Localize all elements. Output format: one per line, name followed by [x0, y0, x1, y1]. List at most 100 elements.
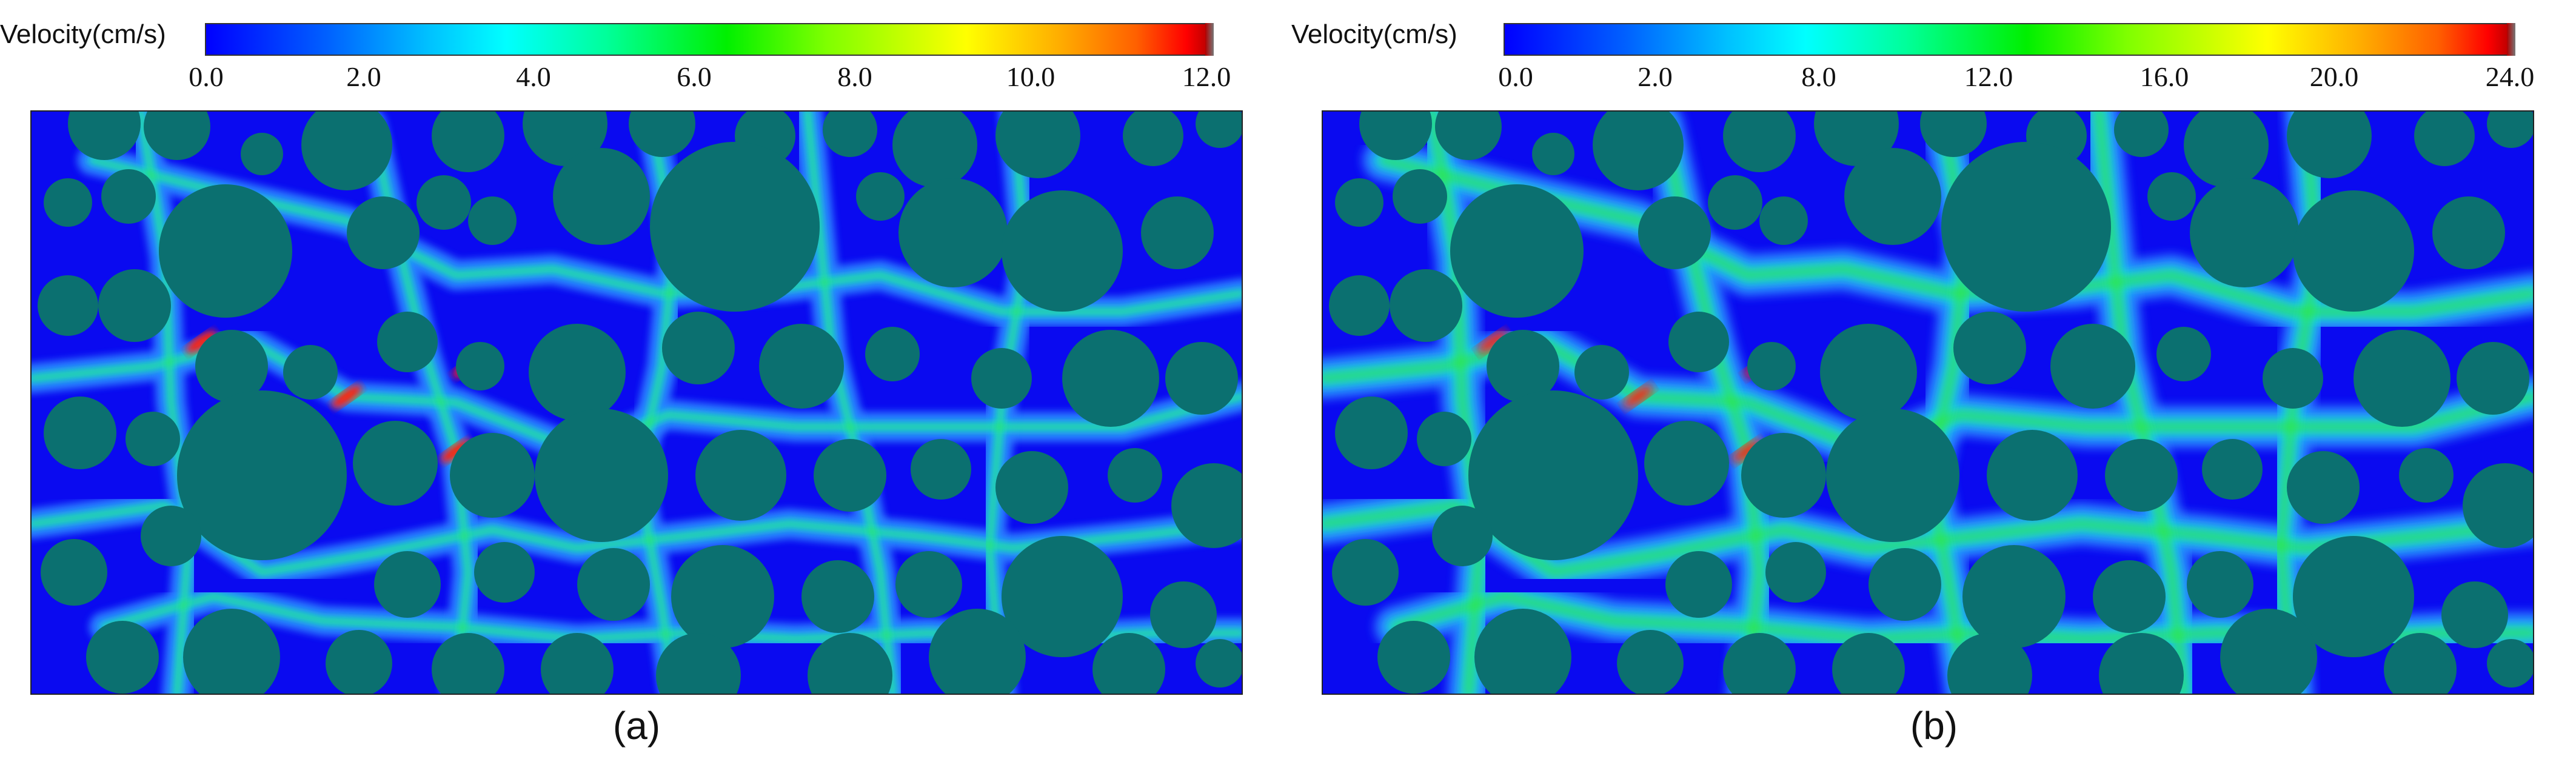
grain: [68, 112, 141, 160]
grain: [450, 433, 535, 518]
grain: [1468, 390, 1638, 560]
grain: [1741, 433, 1826, 518]
grain: [1335, 397, 1408, 469]
colorbar-tick: 20.0: [2309, 61, 2359, 92]
grain: [535, 409, 668, 542]
grain: [2293, 536, 2414, 657]
grain: [1953, 312, 2026, 384]
grain: [2287, 451, 2360, 524]
grain: [892, 112, 977, 187]
grain: [2293, 190, 2414, 312]
grain: [2105, 439, 2178, 512]
grain: [1487, 330, 1559, 403]
grain: [2463, 463, 2533, 548]
grain: [144, 112, 210, 160]
grain: [1359, 112, 1432, 160]
colorbar-endcap: [2507, 23, 2515, 56]
grain: [2432, 196, 2505, 269]
grain: [541, 633, 614, 694]
grain: [2147, 172, 2196, 221]
grain: [995, 451, 1068, 524]
grain: [474, 542, 535, 603]
velocity-peak: [331, 384, 363, 409]
grain: [456, 342, 504, 390]
grain: [656, 633, 741, 694]
channel-high: [1379, 156, 2533, 316]
grain: [2441, 581, 2508, 648]
grain: [1708, 175, 1762, 230]
grain: [2487, 112, 2533, 148]
grain: [183, 609, 280, 694]
grain: [1435, 112, 1502, 160]
grain: [1665, 551, 1732, 618]
colorbar-tick: 4.0: [516, 61, 551, 92]
grain: [301, 112, 392, 190]
grain: [2263, 348, 2323, 409]
grain: [2487, 639, 2533, 688]
grain: [1574, 345, 1629, 400]
grain: [1062, 330, 1159, 427]
grain: [671, 545, 774, 648]
grain: [2050, 324, 2135, 409]
colorbar-tick: 24.0: [2485, 61, 2535, 92]
grain: [808, 633, 892, 694]
panel-a: Velocity(cm/s) 0.0 2.0 4.0 6.0 8.0 10.0 …: [0, 0, 1273, 773]
grain: [101, 169, 156, 224]
grain: [86, 621, 159, 694]
grain: [125, 412, 180, 466]
colorbar-title: Velocity(cm/s): [0, 19, 166, 49]
grain: [2114, 112, 2169, 157]
grain: [2187, 551, 2253, 618]
channel-high: [1428, 112, 1485, 694]
colorbar-tick: 8.0: [837, 61, 872, 92]
grain: [2099, 633, 2184, 694]
grain: [1474, 609, 1571, 694]
velocity-field-image: [32, 112, 1242, 694]
velocity-peak: [1477, 330, 1508, 354]
grain: [1868, 548, 1941, 621]
colorbar-tick: 12.0: [1964, 61, 2013, 92]
grain: [2220, 609, 2317, 694]
colorbar-tick: 2.0: [1638, 61, 1673, 92]
grain: [629, 112, 695, 157]
colorbar-tick: 6.0: [677, 61, 712, 92]
grain: [1844, 148, 1941, 245]
grain: [1092, 633, 1165, 694]
grain: [1002, 536, 1123, 657]
colorbar-tick: 0.0: [189, 61, 224, 92]
colorbar-endcap: [1205, 23, 1214, 56]
grain: [195, 330, 268, 403]
grain: [1593, 112, 1684, 190]
grain: [41, 539, 107, 606]
channel-high: [139, 112, 191, 694]
grain: [1196, 112, 1242, 148]
panel-b: Velocity(cm/s) 0.0 2.0 8.0 12.0 16.0 20.…: [1291, 0, 2576, 773]
grain: [353, 421, 438, 506]
colorbar-tick: 12.0: [1182, 61, 1231, 92]
colorbar-tick: 8.0: [1801, 61, 1836, 92]
grain: [2184, 112, 2269, 187]
grain: [1723, 633, 1796, 694]
grain: [911, 439, 971, 500]
grain: [1820, 324, 1917, 421]
grain: [2190, 178, 2299, 287]
grain: [2457, 342, 2529, 415]
grain: [1617, 630, 1684, 694]
grain: [577, 548, 650, 621]
grain: [38, 275, 98, 336]
grain: [2354, 330, 2451, 427]
grain: [814, 439, 886, 512]
channel-high: [90, 158, 1242, 313]
grain: [1390, 269, 1462, 342]
grain: [1962, 545, 2066, 648]
grain: [283, 345, 338, 400]
grain: [468, 196, 517, 245]
grain: [2287, 112, 2372, 178]
grain: [2156, 327, 2211, 381]
panel-label: (b): [1910, 704, 1958, 748]
grain: [1108, 448, 1162, 503]
grain: [44, 397, 116, 469]
grain: [1747, 342, 1796, 390]
grain: [898, 178, 1008, 287]
colorbar-title: Velocity(cm/s): [1291, 19, 1457, 49]
